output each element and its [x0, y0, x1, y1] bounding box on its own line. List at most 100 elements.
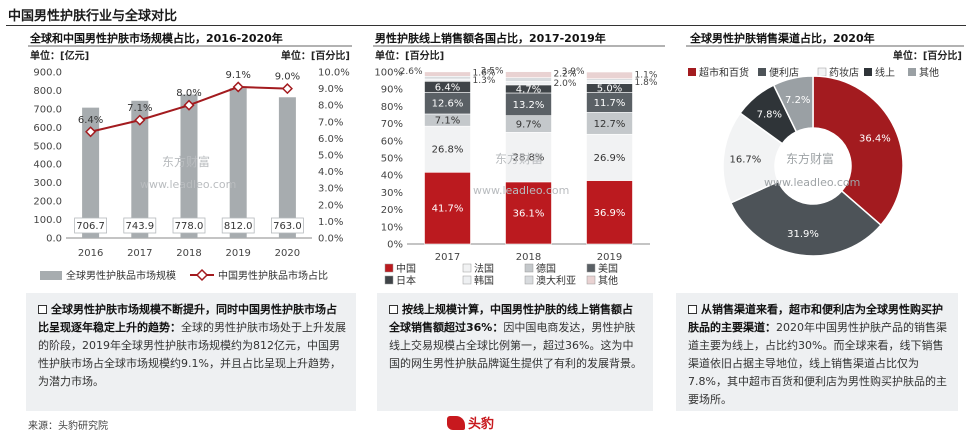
y-tick-label: 60% — [381, 136, 403, 147]
slice-value-label: 7.2% — [785, 95, 810, 106]
y-tick-left: 300.0 — [33, 178, 62, 189]
legend-swatch — [908, 68, 916, 76]
legend-swatch — [462, 275, 472, 285]
y-tick-label: 90% — [381, 85, 403, 96]
legend-china-share: 中国男性护肤品市场占比 — [218, 269, 328, 282]
y-tick-right: 3.0% — [318, 184, 343, 195]
line-point — [85, 126, 97, 138]
y-tick-right: 0.0% — [318, 234, 343, 245]
y-tick-label: 50% — [381, 154, 403, 165]
stack-segment — [424, 75, 471, 80]
x-tick-label: 2017 — [435, 252, 460, 263]
legend-swatch — [384, 263, 394, 273]
legend-swatch — [817, 67, 827, 77]
legend-label: 超市和百货 — [699, 66, 749, 79]
legend-label: 澳大利亚 — [536, 274, 576, 287]
market-size-chart: 全球和中国男性护肤市场规模占比，2016-2020年 单位：[亿元] 单位：[百… — [28, 31, 352, 282]
line-point — [134, 114, 146, 126]
slice-value-label: 36.4% — [859, 133, 891, 144]
segment-value-label: 36.1% — [513, 208, 545, 219]
segment-value-label: 26.8% — [432, 145, 464, 156]
watermark-cn: 东方财富 — [162, 154, 210, 169]
stack-segment — [505, 77, 552, 82]
watermark-cn-2: 东方财富 — [495, 151, 543, 166]
legend-label: 法国 — [474, 262, 494, 275]
legend-label: 中国 — [396, 262, 416, 275]
legend-global-size: 全球男性护肤品市场规模 — [66, 269, 176, 282]
panel2-body: 因中国电商发达，男性护肤线上交易规模占全球比例第一，超过36%。这为中国的网生男… — [389, 321, 642, 370]
bar-label-box — [221, 217, 255, 234]
sales-channel-chart: 全球男性护肤销售渠道占比，2020年 单位：[百分比] 超市和百货 便利店 药妆店 线… — [686, 31, 964, 257]
segment-value-label: 13.2% — [513, 100, 545, 111]
segment-value-label: 11.7% — [594, 98, 626, 109]
online-sales-chart: 男性护肤线上销售额各国占比，2017-2019年 单位：[百分比] 0% 10% 2… — [373, 31, 665, 287]
page-title: 中国男性护肤行业与全球对比 — [8, 9, 178, 24]
stack-segment — [424, 71, 471, 77]
x-tick-label: 2016 — [78, 248, 103, 259]
segment-value-label: 9.7% — [516, 120, 541, 131]
panel3-headline: 从销售渠道来看，超市和便利店为全球男性购买护肤品的主要渠道： — [688, 303, 943, 334]
x-tick-label: 2018 — [516, 252, 541, 263]
segment-value-label: 1.1% — [635, 71, 658, 81]
line-value-label: 7.1% — [127, 103, 152, 114]
bar-label-box — [172, 217, 206, 234]
y-tick-right: 5.0% — [318, 151, 343, 162]
segment-value-label: 12.6% — [432, 99, 464, 110]
bar-label-box — [270, 217, 304, 234]
line-point — [183, 99, 195, 111]
y-tick-label: 10% — [381, 222, 403, 233]
legend-swatch — [524, 275, 534, 285]
y-tick-left: 800.0 — [33, 86, 62, 97]
y-tick-left: 600.0 — [33, 123, 62, 134]
line-value-label: 8.0% — [176, 88, 201, 99]
y-tick-left: 200.0 — [33, 197, 62, 208]
stack-segment — [505, 81, 552, 86]
segment-value-label: 36.9% — [594, 208, 626, 219]
y-tick-label: 100% — [374, 68, 403, 79]
segment-value-label: 2.6% — [400, 67, 423, 77]
x-tick-label: 2019 — [597, 252, 622, 263]
summary-panel-channel: 从销售渠道来看，超市和便利店为全球男性购买护肤品的主要渠道：2020年中国男性护… — [676, 293, 958, 411]
chart2-title: 男性护肤线上销售额各国占比，2017-2019年 — [375, 31, 606, 45]
legend-label: 美国 — [598, 262, 618, 275]
legend-swatch — [524, 263, 534, 273]
segment-value-label: 12.7% — [594, 119, 626, 130]
bar-global-size — [278, 97, 296, 238]
watermark-cn-3: 东方财富 — [786, 151, 834, 166]
legend-label: 其他 — [919, 66, 939, 79]
legend-label: 其他 — [598, 274, 618, 287]
legend-swatch — [462, 263, 472, 273]
legend-swatch — [384, 275, 394, 285]
y-tick-label: 40% — [381, 171, 403, 182]
donut-slice — [772, 75, 814, 133]
segment-value-label: 7.1% — [435, 116, 460, 127]
chart1-unit-right: 单位：[百分比] — [281, 49, 350, 62]
panel1-body: 全球的男性护肤市场处于上升发展的阶段，2019年全球男性护肤市场规模约为812亿… — [38, 321, 346, 388]
chart3-legend: 超市和百货 便利店 药妆店 线上 其他 — [688, 66, 939, 79]
y-tick-right: 1.0% — [318, 217, 343, 228]
segment-value-label: 28.8% — [513, 153, 545, 164]
line-point — [232, 81, 244, 93]
segment-value-label: 3.9% — [562, 67, 585, 77]
x-tick-label: 2020 — [275, 248, 300, 259]
slice-value-label: 16.7% — [729, 154, 761, 165]
source-note: 来源：头豹研究院 — [28, 421, 108, 432]
leopard-icon — [447, 416, 465, 430]
line-value-label: 9.1% — [225, 70, 250, 81]
stack-segment — [424, 171, 471, 245]
legend-swatch — [586, 263, 596, 273]
line-value-label: 9.0% — [275, 72, 300, 83]
segment-value-label: 1.3% — [473, 76, 496, 86]
segment-value-label: 2.0% — [554, 79, 577, 89]
y-tick-label: 70% — [381, 119, 403, 130]
stack-segment — [586, 180, 633, 245]
y-tick-right: 9.0% — [318, 84, 343, 95]
slice-value-label: 7.8% — [757, 109, 782, 120]
bar-value-label: 812.0 — [224, 221, 253, 232]
legend-label: 日本 — [396, 274, 416, 287]
y-tick-label: 20% — [381, 205, 403, 216]
line-value-label: 6.4% — [78, 115, 103, 126]
watermark-url-2: www.leadleo.com — [473, 184, 569, 197]
bar-value-label: 706.7 — [76, 221, 105, 232]
segment-value-label: 6.4% — [435, 82, 460, 93]
